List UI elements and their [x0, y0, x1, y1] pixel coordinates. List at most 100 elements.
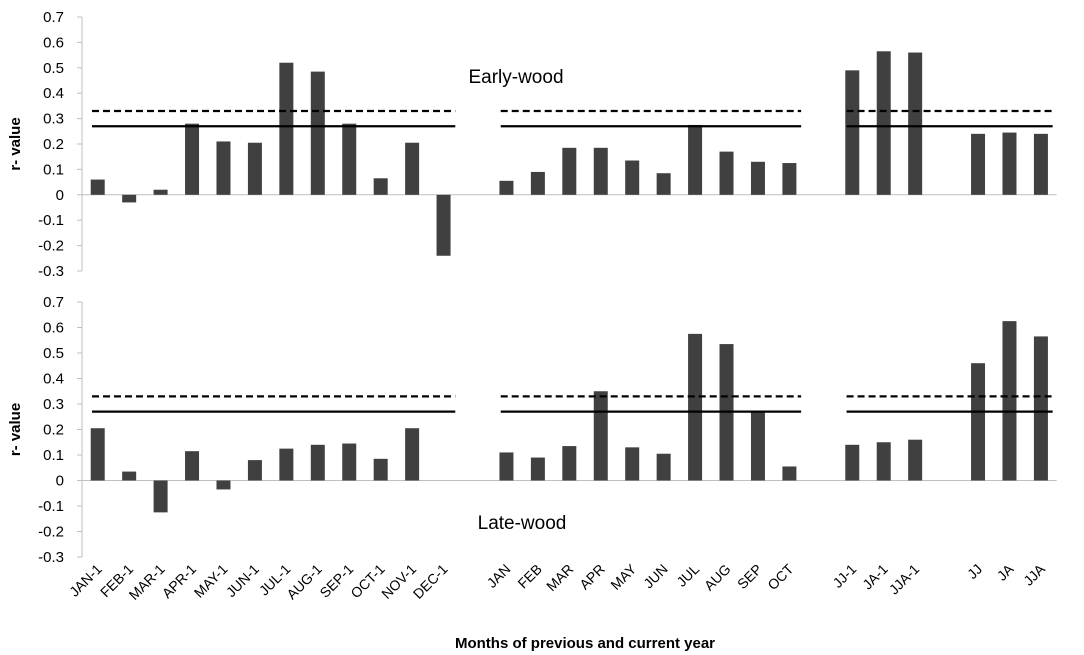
late-wood-panel: 0.7 0.6 0.5 0.4 0.3 0.2 0.1 0 -0.1 -0.2 -0.3 r- val…: [7, 294, 1057, 566]
bar: [1002, 132, 1017, 195]
x-tick-label: OCT: [764, 560, 797, 593]
bar: [247, 142, 262, 195]
x-tick-label: FEB: [514, 561, 545, 592]
bar: [845, 444, 860, 481]
bar: [530, 171, 545, 195]
early-wood-panel: 0.7 0.6 0.5 0.4 0.3 0.2 0.1 0 -0.1 -0.2 -0.3 r- val…: [7, 9, 1057, 280]
bar: [90, 179, 105, 195]
y-tick-label: 0.2: [43, 136, 64, 153]
bar: [876, 442, 891, 481]
panel-label: Late-wood: [478, 513, 567, 534]
bar: [971, 133, 986, 195]
bar: [593, 147, 608, 195]
y-tick-label: 0.1: [43, 447, 64, 464]
y-tick-label: 0.7: [43, 294, 64, 311]
bar: [90, 428, 105, 481]
y-tick-label: 0: [56, 473, 64, 490]
x-tick-label: JUN: [640, 561, 671, 592]
x-tick-label: MAR: [543, 561, 576, 594]
x-tick-label: APR: [576, 561, 608, 593]
bar: [405, 142, 420, 195]
category-labels: JAN-1FEB-1MAR-1APR-1MAY-1JUN-1JUL-1AUG-1…: [66, 560, 1048, 603]
bar: [908, 439, 923, 481]
bar: [185, 123, 200, 195]
x-tick-label: JJ-1: [829, 561, 859, 591]
x-tick-label: JJA-1: [886, 561, 923, 598]
y-tick-label: 0.2: [43, 422, 64, 439]
bar: [405, 428, 420, 481]
bar: [342, 123, 357, 195]
x-tick-label: DEC-1: [410, 561, 451, 602]
panel-label: Early-wood: [468, 67, 563, 88]
bar: [310, 71, 325, 195]
bar: [593, 391, 608, 481]
y-tick-label: 0.5: [43, 345, 64, 362]
bar: [216, 141, 231, 195]
bar: [562, 147, 577, 195]
bar: [373, 458, 388, 481]
x-tick-label: SEP: [734, 561, 765, 592]
y-tick-label: 0.1: [43, 161, 64, 178]
x-tick-label: AUG: [701, 561, 734, 594]
x-tick-label: JAN-1: [66, 561, 105, 600]
bar: [908, 52, 923, 195]
bar: [688, 333, 703, 481]
bar: [122, 471, 137, 481]
bar: [185, 451, 200, 481]
y-axis-title: r- value: [7, 403, 24, 456]
bar: [1033, 336, 1048, 481]
bar: [279, 448, 294, 481]
bar: [342, 443, 357, 481]
bar: [279, 62, 294, 195]
y-tick-label: 0.6: [43, 34, 64, 51]
bar: [1002, 321, 1017, 481]
bar: [122, 194, 137, 203]
bar: [1033, 133, 1048, 195]
bar: [625, 447, 640, 481]
x-tick-label: JA: [994, 560, 1017, 583]
y-tick-label: -0.1: [38, 212, 64, 229]
bar: [499, 180, 514, 195]
y-tick-label: 0: [56, 187, 64, 204]
bar: [216, 480, 231, 490]
bar: [719, 151, 734, 195]
bar: [750, 411, 765, 481]
x-axis-title: Months of previous and current year: [455, 635, 715, 652]
bar: [499, 452, 514, 481]
x-tick-label: APR-1: [159, 561, 200, 602]
bar: [153, 189, 168, 195]
bar: [656, 453, 671, 481]
x-tick-label: MAY-1: [191, 561, 231, 601]
bar: [562, 446, 577, 481]
y-tick-label: 0.7: [43, 9, 64, 26]
bar: [530, 457, 545, 481]
x-tick-label: AUG-1: [283, 561, 325, 603]
bar: [656, 173, 671, 195]
bar: [688, 124, 703, 195]
y-tick-label: 0.6: [43, 320, 64, 337]
bar: [153, 480, 168, 513]
y-tick-label: -0.2: [38, 238, 64, 255]
bar: [373, 178, 388, 195]
y-axis-title: r- value: [7, 117, 24, 170]
y-tick-label: -0.2: [38, 524, 64, 541]
y-tick-label: 0.4: [43, 371, 64, 388]
x-tick-label: JUL: [673, 561, 702, 590]
bar: [845, 70, 860, 195]
bar: [310, 444, 325, 481]
bar: [750, 161, 765, 195]
y-tick-label: -0.3: [38, 549, 64, 566]
y-tick-label: -0.3: [38, 263, 64, 280]
bar: [247, 460, 262, 481]
x-tick-label: JAN: [484, 561, 514, 591]
x-tick-label: JJA: [1020, 560, 1048, 588]
y-tick-label: 0.5: [43, 60, 64, 77]
y-tick-label: 0.4: [43, 85, 64, 102]
y-tick-label: 0.3: [43, 396, 64, 413]
bar: [782, 163, 797, 195]
x-tick-label: NOV-1: [378, 561, 419, 602]
x-tick-label: MAY: [607, 560, 639, 592]
x-tick-label: JJ: [964, 561, 985, 582]
x-tick-label: SEP-1: [316, 561, 356, 601]
